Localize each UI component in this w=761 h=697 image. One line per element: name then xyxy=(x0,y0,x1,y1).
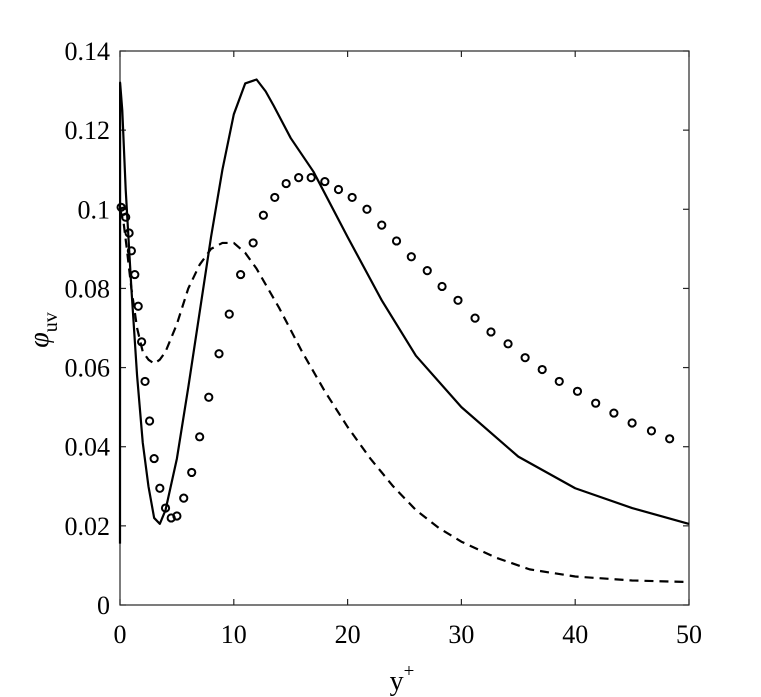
y-axis: 0 0.02 0.04 0.06 0.08 0.1 0.12 0.14 xyxy=(65,37,689,620)
data-point xyxy=(204,392,214,402)
data-point xyxy=(155,483,165,493)
data-point xyxy=(406,252,416,262)
data-point xyxy=(422,266,432,276)
data-point xyxy=(133,301,143,311)
data-point xyxy=(144,416,155,426)
series-markers xyxy=(116,173,675,523)
y-tick-label: 0.1 xyxy=(78,195,111,224)
x-tick-label: 10 xyxy=(221,620,247,649)
data-point xyxy=(453,295,463,305)
data-point xyxy=(137,337,147,347)
data-point xyxy=(665,434,675,444)
data-point xyxy=(126,246,136,256)
data-point xyxy=(248,238,258,248)
y-tick-label: 0.04 xyxy=(65,433,111,462)
data-point xyxy=(214,349,224,359)
data-point xyxy=(554,376,564,387)
data-point xyxy=(121,212,131,222)
x-tick-label: 0 xyxy=(114,620,127,649)
axes-box xyxy=(119,50,690,606)
series-layer xyxy=(116,78,690,584)
y-tick-label: 0.14 xyxy=(65,37,111,66)
data-point xyxy=(306,173,316,183)
y-axis-label-group: φuv xyxy=(24,312,62,348)
data-point xyxy=(172,511,182,521)
x-tick-label: 50 xyxy=(676,620,702,649)
data-point xyxy=(236,269,246,280)
x-tick-label: 30 xyxy=(448,620,474,649)
y-tick-label: 0.12 xyxy=(65,116,111,145)
data-point xyxy=(258,210,268,220)
data-point xyxy=(503,339,513,349)
data-point xyxy=(391,236,402,246)
data-point xyxy=(591,398,601,408)
data-point xyxy=(270,192,280,203)
x-axis-label-base: y xyxy=(390,666,404,697)
data-point xyxy=(281,178,291,189)
data-point xyxy=(627,418,637,428)
y-axis-label-subscript: uv xyxy=(40,312,62,332)
data-point xyxy=(320,176,330,187)
data-point xyxy=(187,467,197,478)
data-point xyxy=(537,364,547,375)
data-point xyxy=(333,184,344,195)
data-point xyxy=(377,220,387,230)
data-point xyxy=(362,204,372,214)
series-line-solid xyxy=(118,78,690,544)
data-point xyxy=(520,353,530,363)
x-tick-label: 20 xyxy=(335,620,361,649)
data-point xyxy=(149,453,159,464)
data-point xyxy=(160,503,171,513)
x-tick-label: 40 xyxy=(562,620,588,649)
data-point xyxy=(195,432,205,442)
y-tick-label: 0.06 xyxy=(65,354,111,383)
y-tick-label: 0.02 xyxy=(65,512,111,541)
series-line-dashed xyxy=(118,208,690,584)
x-axis: 0 10 20 30 40 50 xyxy=(114,51,702,649)
y-axis-label: φuv xyxy=(24,312,62,348)
data-point xyxy=(486,327,496,337)
plot-area xyxy=(119,50,690,606)
data-point xyxy=(294,173,304,183)
data-point xyxy=(646,426,657,436)
y-tick-label: 0 xyxy=(97,591,110,620)
data-point xyxy=(130,269,140,280)
data-point xyxy=(572,386,583,396)
data-point xyxy=(124,228,134,238)
data-point xyxy=(609,408,619,418)
data-point xyxy=(140,376,150,387)
x-axis-label: y+ xyxy=(390,661,415,697)
y-axis-label-base: φ xyxy=(24,332,55,348)
data-point xyxy=(347,192,357,203)
data-point xyxy=(470,313,480,323)
data-point xyxy=(179,493,189,503)
x-axis-label-superscript: + xyxy=(404,661,415,682)
data-point xyxy=(437,281,447,292)
y-tick-label: 0.08 xyxy=(65,274,111,303)
data-point xyxy=(224,309,234,319)
